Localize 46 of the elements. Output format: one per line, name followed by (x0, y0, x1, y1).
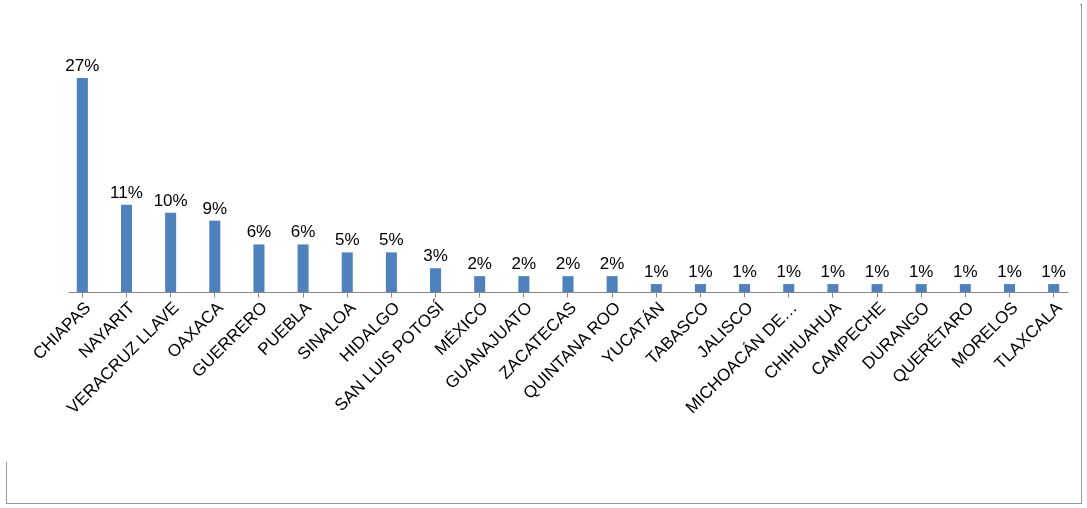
data-label: 1% (997, 262, 1022, 282)
data-label: 1% (732, 262, 757, 282)
data-label: 1% (820, 262, 846, 282)
data-label: 1% (1041, 262, 1066, 282)
data-label: 9% (202, 198, 228, 218)
data-label: 5% (379, 230, 404, 250)
bar (165, 212, 177, 292)
bar (739, 284, 751, 292)
bar (253, 244, 265, 292)
data-label: 1% (953, 262, 978, 282)
bar (694, 284, 706, 292)
bar (341, 252, 353, 292)
bar (76, 78, 88, 292)
data-label: 1% (864, 262, 890, 282)
bar (297, 244, 309, 292)
data-label: 27% (65, 56, 100, 75)
bar (827, 284, 839, 292)
data-label: 2% (599, 254, 625, 274)
bar (385, 252, 397, 292)
data-label: 3% (423, 246, 448, 266)
bar (606, 276, 618, 292)
bar (518, 276, 530, 292)
data-label: 1% (908, 262, 934, 282)
data-label: 1% (644, 262, 669, 282)
bar (209, 220, 221, 292)
bar (959, 284, 971, 292)
data-label: 6% (290, 222, 316, 242)
bar (783, 284, 795, 292)
data-label: 10% (153, 190, 188, 210)
bar (562, 276, 574, 292)
bar (871, 284, 883, 292)
data-label: 2% (555, 254, 581, 274)
bar (120, 204, 133, 292)
data-label: 1% (776, 262, 802, 282)
bar (650, 284, 662, 292)
data-label: 11% (110, 182, 143, 202)
data-label: 1% (688, 262, 713, 282)
data-label: 5% (334, 230, 360, 250)
bar (430, 268, 442, 292)
bar (915, 284, 927, 292)
bar (1048, 284, 1060, 292)
data-label: 2% (511, 254, 537, 274)
bar (1003, 284, 1016, 292)
data-label: 2% (467, 254, 492, 274)
data-label: 6% (246, 222, 272, 242)
bar (474, 276, 486, 292)
